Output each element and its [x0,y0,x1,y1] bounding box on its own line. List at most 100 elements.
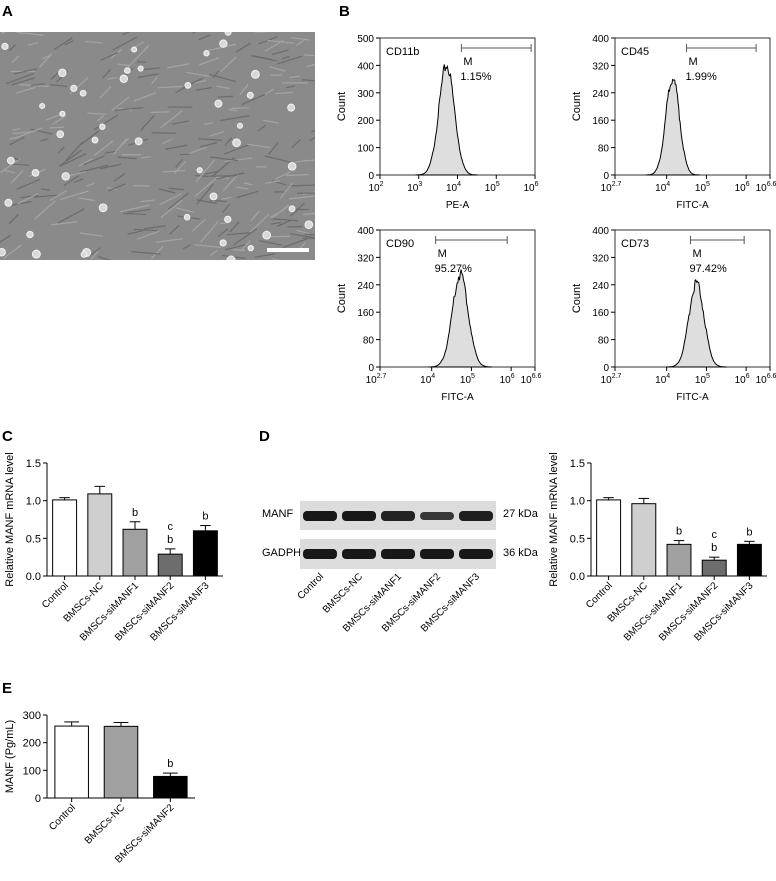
round-cell [246,91,254,99]
cell-fiber [291,138,302,149]
cell-fiber [303,54,315,57]
flow-histogram-cd90: 0 80 160 240 320 400 102.7 104 105 106 106.6 M 95.27… [336,226,542,403]
y-axis-label: Count [336,92,348,121]
cell-fiber [12,128,21,131]
y-tick-label: 0.0 [570,571,585,583]
bar [54,725,89,799]
round-cell [184,81,192,89]
cell-fiber [224,137,233,146]
y-tick-label: 400 [357,226,374,237]
cell-fiber [33,194,57,198]
y-tick-label: 320 [592,61,609,72]
round-cell [59,110,66,117]
marker-label: CD45 [621,46,649,58]
cell-fiber [115,106,144,112]
blot-band [459,548,493,560]
y-tick-label: 160 [357,308,374,319]
marker-label: CD90 [386,238,414,250]
cell-fiber [220,115,250,122]
cell-fiber [89,247,101,257]
bar [52,499,78,577]
cell-fiber [272,218,298,222]
cell-fiber [99,85,112,99]
cell-fiber [117,156,137,160]
round-cell [0,248,6,257]
cell-fiber [209,130,225,137]
flow-histogram-cd45: 0 80 160 240 320 400 102.7 104 105 106 106.6 M 1.99%… [571,34,776,211]
cell-fiber [257,124,266,132]
cell-fiber [172,120,189,125]
x-tick-label: 106.6 [756,181,776,194]
x-tick-label: Control [584,580,615,611]
y-tick-label: 240 [357,281,374,292]
bar [157,553,183,577]
blot-band [420,512,454,520]
bar [631,503,657,577]
cell-fiber [221,196,232,200]
cell-fiber [209,199,227,203]
cell-fiber [282,238,308,249]
cell-fiber [17,192,39,205]
y-tick-label: 1.5 [570,458,585,470]
x-tick-label: 106.6 [521,373,542,386]
cell-fiber [194,178,217,197]
round-cell [131,46,138,53]
cell-fiber [27,41,39,46]
cell-fiber [216,85,230,89]
x-tick-label: BMSCs-siMANF2 [113,580,176,643]
x-axis-label: FITC-A [676,392,709,403]
cell-fiber [193,79,207,84]
x-tick-label: 102 [368,181,383,194]
cell-fiber [253,55,273,61]
cell-fiber [93,140,114,156]
cell-fiber [151,76,158,85]
cell-fiber [302,237,315,239]
y-tick-label: 400 [357,61,374,72]
round-cell [287,103,296,112]
cell-fiber [140,156,152,159]
cell-fiber [80,164,109,173]
x-tick-label: 106 [500,373,515,386]
y-tick-label: 300 [357,89,374,100]
cell-fiber [137,73,159,79]
cell-fiber [250,210,260,222]
panel-label-c: C [2,428,13,445]
cell-fiber [58,149,82,167]
cell-fiber [112,36,138,51]
cell-fiber [243,182,253,186]
y-tick-label: 160 [592,308,609,319]
cell-fiber [286,85,296,89]
cell-fiber [285,173,309,177]
cell-fiber [16,178,41,191]
round-cell [219,239,227,247]
bar [666,543,692,577]
round-cell [304,220,314,229]
significance-letter: b [167,534,173,546]
cell-fiber [133,228,158,232]
round-cell [219,39,228,48]
blot-band [459,510,493,522]
cell-fiber [264,155,294,164]
cell-fiber [136,230,160,240]
x-tick-label: 106 [523,181,538,194]
panel-label-a: A [2,3,13,20]
y-tick-label: 400 [592,34,609,45]
round-cell [226,255,236,260]
cell-fiber [236,186,249,190]
lane-label: Control [296,571,327,602]
y-axis-label: Count [571,284,583,313]
cell-fiber [167,63,189,69]
cell-fiber [151,132,176,134]
cell-fiber [122,32,131,36]
cell-fiber [288,195,315,200]
significance-letter: b [711,542,717,554]
cell-fiber [96,115,104,122]
cell-fiber [98,256,112,260]
y-axis-label: Count [571,92,583,121]
round-cell [287,162,297,171]
cell-fiber [40,138,49,142]
y-tick-label: 100 [357,144,374,155]
western-blot: MANF 27 kDa GADPH 36 kDa Control BMSCs-NC… [262,495,552,635]
cell-fiber [223,143,250,155]
